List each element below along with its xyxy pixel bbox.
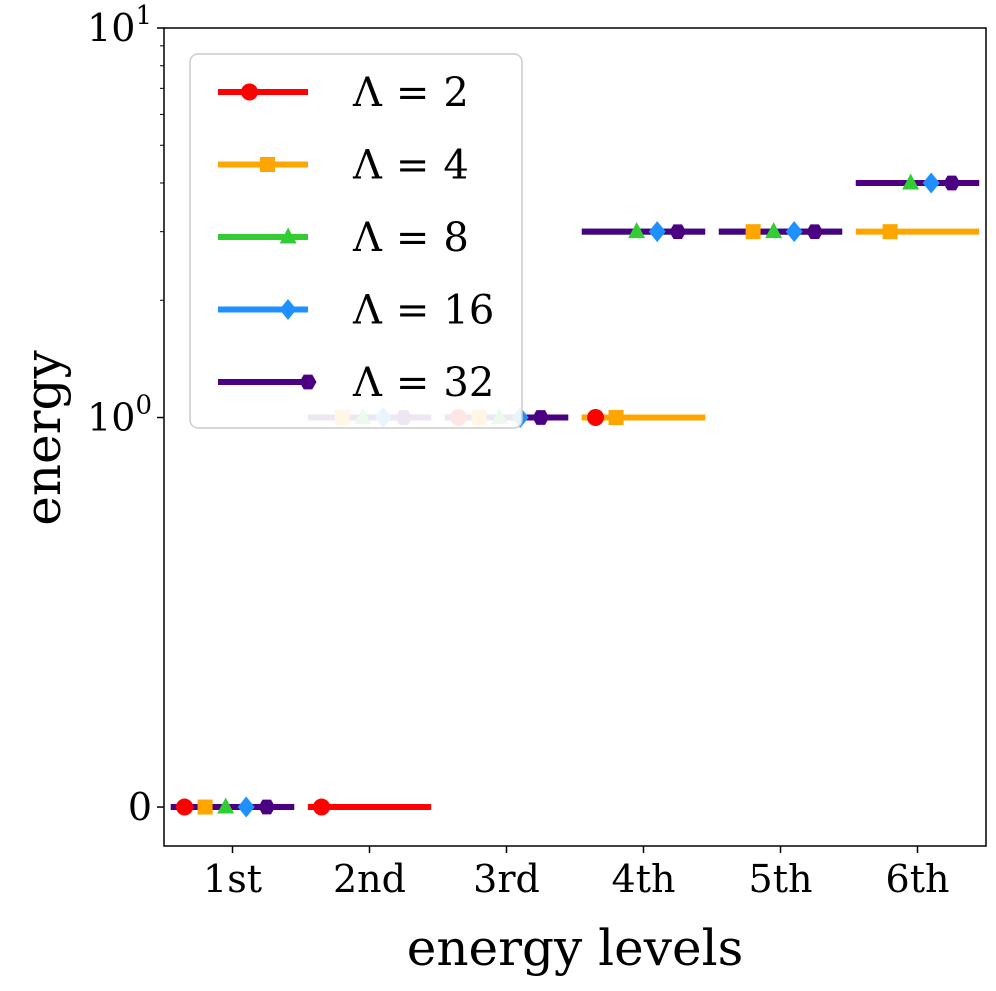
- axes: 0 100 101 1st 2nd 3rd 4th 5th 6th: [87, 1, 987, 901]
- x-tick-label: 2nd: [333, 857, 406, 901]
- x-tick-label: 4th: [612, 857, 676, 901]
- data-point: [669, 224, 687, 240]
- y-axis-label: energy: [14, 349, 72, 525]
- x-tick-label: 6th: [886, 857, 950, 901]
- legend-entry: Λ = 16: [218, 288, 494, 334]
- legend-label: Λ = 2: [352, 70, 469, 116]
- data-point: [237, 796, 255, 818]
- data-point: [745, 224, 761, 240]
- x-tick-label: 5th: [749, 857, 813, 901]
- y-tick-label: 101: [87, 1, 152, 50]
- series-1: [170, 414, 706, 811]
- data-point: [587, 409, 605, 427]
- data-point: [532, 410, 550, 425]
- legend-marker: [260, 157, 275, 172]
- data-point: [628, 222, 646, 239]
- legend-entry: Λ = 32: [218, 360, 494, 406]
- data-point: [765, 222, 783, 239]
- x-tick-label: 3rd: [473, 857, 540, 901]
- legend-marker: [241, 83, 258, 101]
- legend-entry: Λ = 8: [218, 215, 469, 261]
- data-point: [902, 173, 920, 190]
- data-point: [608, 410, 624, 426]
- legend-entry: Λ = 2: [218, 70, 469, 116]
- legend-box: [189, 53, 523, 429]
- data-point: [882, 224, 898, 240]
- legend-marker: [279, 299, 297, 320]
- legend-label: Λ = 4: [352, 143, 469, 189]
- data-point: [176, 798, 194, 816]
- data-point: [313, 798, 331, 816]
- legend-marker: [299, 374, 317, 390]
- data-point: [785, 221, 803, 243]
- legend-marker: [279, 227, 297, 244]
- data-point: [217, 797, 235, 814]
- x-axis-label: energy levels: [407, 919, 744, 977]
- data-point: [648, 221, 666, 243]
- legend-entry: Λ = 4: [218, 143, 469, 189]
- plot-frame: [163, 27, 987, 847]
- legend-label: Λ = 16: [352, 288, 494, 334]
- data-point: [806, 224, 824, 240]
- data-point: [258, 799, 276, 815]
- y-tick-label: 0: [128, 785, 152, 829]
- legend-label: Λ = 32: [352, 360, 494, 406]
- data-point: [197, 799, 213, 815]
- legend-label: Λ = 8: [352, 215, 469, 261]
- series-1-markers: [176, 409, 605, 816]
- data-point: [943, 175, 961, 191]
- y-tick-label: 100: [87, 391, 152, 440]
- legend: Λ = 2 Λ = 4 Λ = 8 Λ = 16 Λ = 32: [189, 53, 523, 429]
- x-tick-label: 1st: [203, 857, 262, 901]
- data-point: [922, 172, 940, 194]
